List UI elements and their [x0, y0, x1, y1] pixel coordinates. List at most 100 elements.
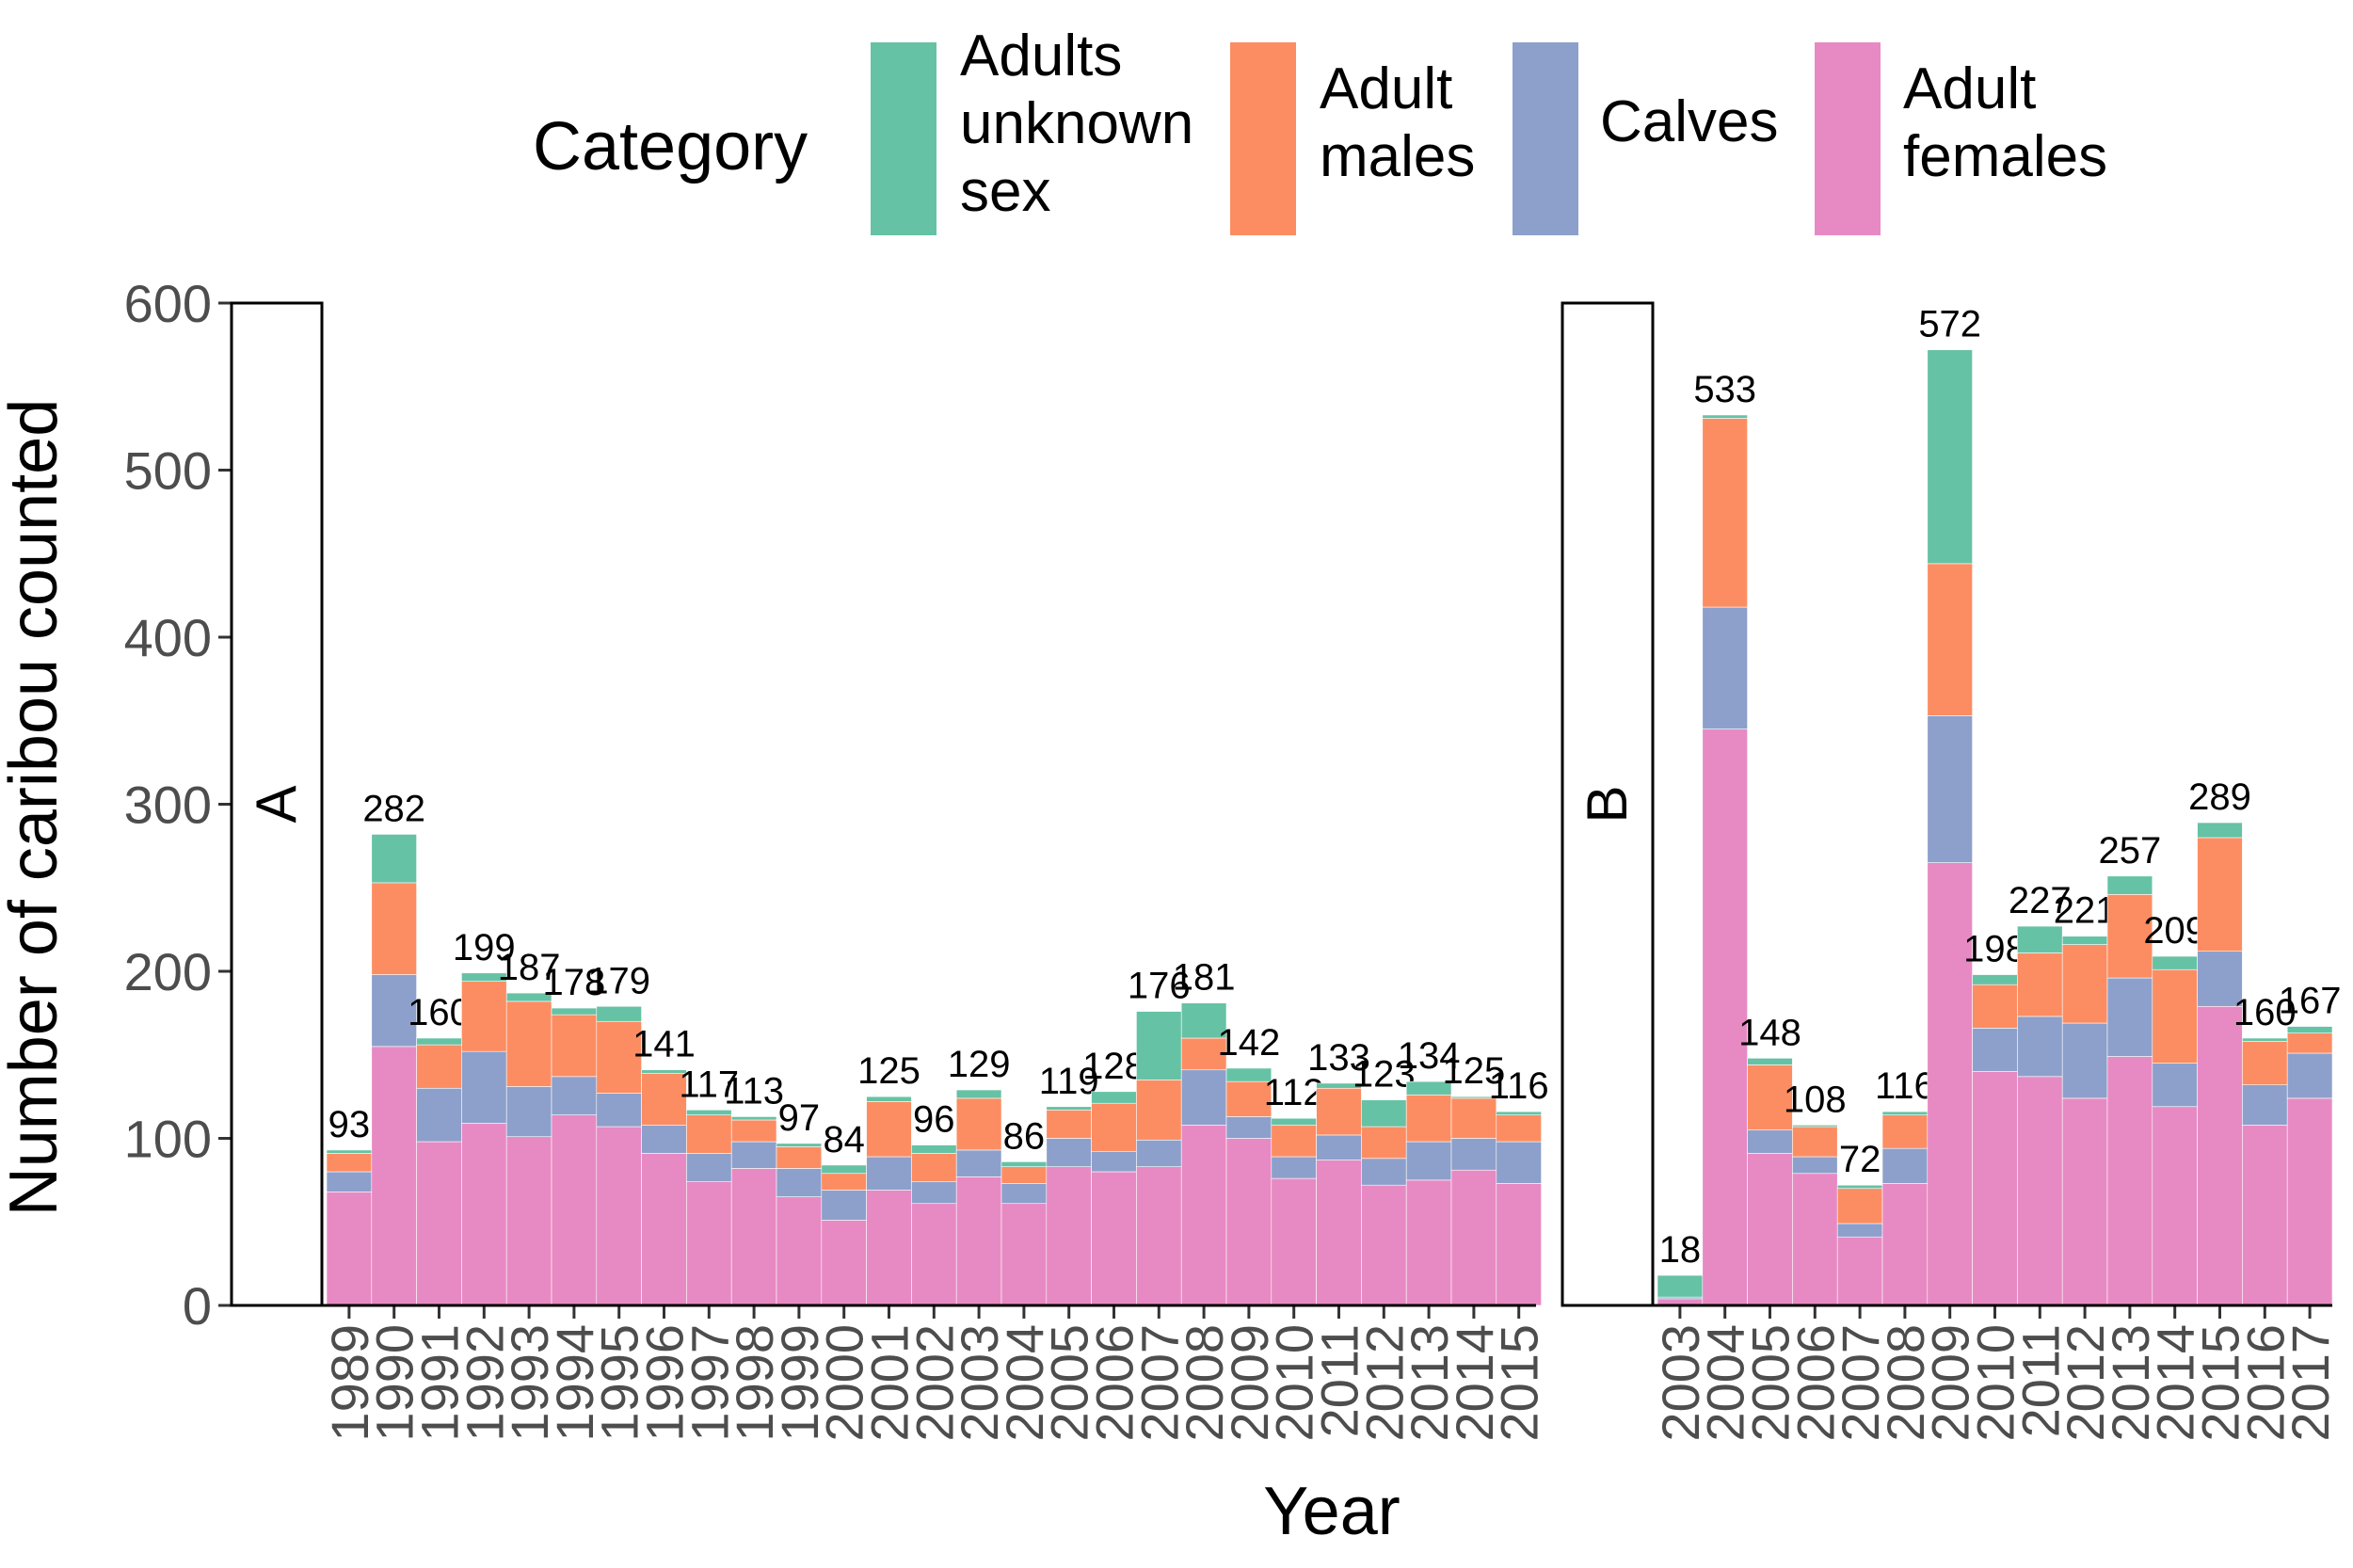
- x-tick-label: 2012: [1354, 1324, 1414, 1442]
- bar-total-label: 142: [1218, 1022, 1281, 1064]
- bar-segment-calves: [1316, 1134, 1362, 1160]
- bar-segment-unknown: [1405, 1080, 1452, 1096]
- bar-segment-females: [641, 1153, 687, 1306]
- bar-segment-calves: [1496, 1141, 1542, 1184]
- bar-total-label: 178: [543, 962, 606, 1003]
- x-tick-label: 2014: [1445, 1324, 1504, 1442]
- bar-segment-females: [866, 1190, 912, 1306]
- bar-total-label: 128: [1082, 1046, 1145, 1087]
- bar-segment-calves: [686, 1153, 732, 1182]
- bar-total-label: 533: [1693, 369, 1756, 410]
- bar-A-1992: 199: [453, 927, 516, 1306]
- bar-segment-calves: [730, 1141, 777, 1169]
- x-tick-label: 2005: [1741, 1324, 1801, 1442]
- bar-segment-males: [596, 1020, 642, 1094]
- bar-total-label: 133: [1307, 1037, 1370, 1079]
- y-axis-title: Number of caribou counted: [0, 399, 72, 1217]
- x-tick-label: 2009: [1921, 1324, 1980, 1442]
- bar-segment-females: [1927, 862, 1973, 1306]
- plot-area: 0100200300400500600A93198928219901601991…: [124, 274, 2342, 1442]
- x-tick-label: 2007: [1129, 1324, 1189, 1442]
- bar-segment-females: [1000, 1203, 1048, 1306]
- bar-segment-females: [2106, 1056, 2153, 1306]
- bar-segment-calves: [1091, 1151, 1137, 1173]
- bar-segment-unknown: [1657, 1274, 1704, 1298]
- bar-total-label: 108: [1784, 1079, 1847, 1120]
- bar-segment-males: [461, 981, 507, 1052]
- x-tick-label: 2011: [2010, 1324, 2070, 1437]
- bar-segment-unknown: [776, 1143, 823, 1147]
- bar-segment-females: [1450, 1169, 1497, 1306]
- bar-total-label: 116: [1875, 1065, 1935, 1107]
- bar-total-label: 119: [1039, 1061, 1099, 1102]
- bar-segment-unknown: [955, 1089, 1002, 1099]
- bar-B-2011: 227: [2009, 880, 2072, 1306]
- bar-segment-males: [866, 1101, 912, 1158]
- bar-segment-females: [551, 1114, 598, 1306]
- facet-strip-label: A: [245, 785, 308, 823]
- bar-segment-females: [1792, 1173, 1838, 1306]
- bar-segment-unknown: [2286, 1026, 2333, 1033]
- bar-A-2008: 181: [1173, 957, 1236, 1306]
- facet-strip-label: B: [1576, 785, 1639, 823]
- bar-segment-males: [1792, 1126, 1838, 1158]
- bar-total-label: 257: [2099, 830, 2162, 872]
- x-tick-label: 2004: [995, 1324, 1054, 1442]
- bar-segment-unknown: [1316, 1082, 1362, 1089]
- bar-total-label: 160: [2233, 992, 2297, 1033]
- bar-total-label: 160: [408, 992, 471, 1033]
- legend-label-unknown: unknown: [960, 91, 1193, 156]
- panel-B: B 18 2003 533 2004 148 2005 108 2006 72 2007 116 200…: [1561, 301, 2341, 1442]
- bar-segment-females: [2061, 1097, 2108, 1306]
- bar-segment-males: [1927, 563, 1973, 716]
- x-tick-label: 1997: [680, 1324, 739, 1442]
- bar-A-2006: 128: [1082, 1046, 1145, 1306]
- bar-total-label: 84: [823, 1119, 865, 1160]
- bar-total-label: 93: [328, 1104, 371, 1145]
- bar-total-label: 181: [1173, 957, 1236, 999]
- bar-segment-females: [2152, 1106, 2198, 1306]
- facet-strip-A: [230, 301, 324, 1307]
- bar-segment-unknown: [1836, 1184, 1883, 1190]
- bar-segment-females: [326, 1192, 373, 1306]
- bar-total-label: 125: [857, 1050, 920, 1092]
- legend-label-unknown: Adults: [960, 24, 1122, 88]
- bar-A-1996: 141: [632, 1024, 696, 1306]
- bar-segment-females: [2242, 1125, 2288, 1306]
- bar-A-2014: 125: [1443, 1050, 1505, 1306]
- x-tick-label: 2015: [1490, 1324, 1549, 1442]
- bar-segment-females: [776, 1196, 823, 1306]
- bar-segment-unknown: [1046, 1106, 1092, 1111]
- x-tick-label: 1994: [545, 1324, 604, 1442]
- bar-A-2011: 133: [1307, 1037, 1370, 1306]
- bar-segment-unknown: [1702, 414, 1748, 419]
- x-tick-label: 1999: [770, 1324, 829, 1442]
- bar-segment-calves: [866, 1156, 912, 1191]
- bar-segment-calves: [1136, 1139, 1182, 1167]
- bar-segment-calves: [2197, 951, 2243, 1007]
- bar-B-2012: 221: [2054, 890, 2116, 1306]
- bar-segment-unknown: [1972, 974, 2018, 985]
- bar-total-label: 176: [1128, 966, 1191, 1007]
- bar-segment-calves: [1450, 1138, 1497, 1171]
- legend-label-females: Adult: [1903, 56, 2036, 121]
- bar-segment-unknown: [371, 834, 417, 884]
- bar-segment-unknown: [1091, 1091, 1137, 1104]
- bar-segment-unknown: [1136, 1011, 1182, 1080]
- bar-segment-males: [776, 1146, 823, 1169]
- bar-A-2010: 112: [1264, 1072, 1324, 1306]
- x-tick-label: 1991: [410, 1324, 470, 1442]
- x-tick-label: 2000: [815, 1324, 874, 1442]
- bar-total-label: 134: [1398, 1035, 1461, 1077]
- bar-segment-calves: [551, 1076, 598, 1115]
- x-tick-label: 2002: [904, 1324, 964, 1442]
- bar-segment-males: [641, 1072, 687, 1126]
- bar-segment-females: [1136, 1166, 1182, 1306]
- bar-segment-unknown: [1000, 1161, 1048, 1167]
- bar-segment-females: [1405, 1179, 1452, 1306]
- bar-segment-calves: [776, 1168, 823, 1197]
- bar-segment-females: [2017, 1076, 2063, 1306]
- bar-A-1995: 179: [587, 960, 650, 1306]
